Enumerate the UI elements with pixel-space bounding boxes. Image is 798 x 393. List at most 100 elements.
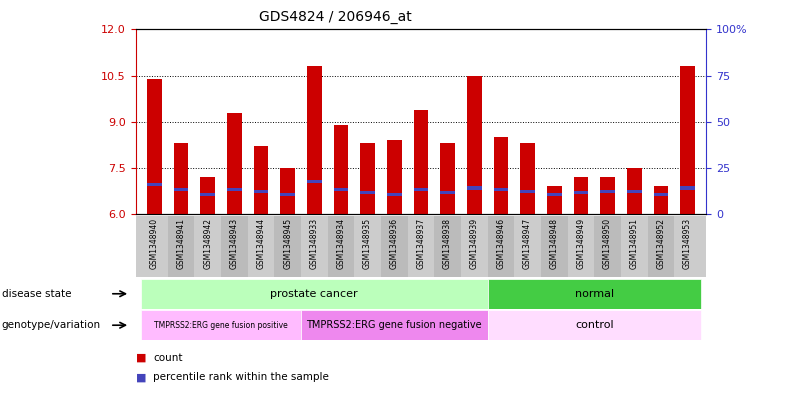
Bar xyxy=(381,216,408,277)
Bar xyxy=(654,186,668,214)
Bar xyxy=(360,191,375,194)
Bar xyxy=(654,193,668,196)
Bar xyxy=(141,216,168,277)
Text: GDS4824 / 206946_at: GDS4824 / 206946_at xyxy=(259,10,412,24)
Bar xyxy=(440,191,455,194)
Bar xyxy=(147,184,162,186)
Bar xyxy=(174,188,188,191)
Text: count: count xyxy=(153,353,183,363)
Bar xyxy=(360,143,375,214)
Text: ■: ■ xyxy=(136,372,146,382)
Text: GSM1348936: GSM1348936 xyxy=(389,218,399,269)
Bar xyxy=(195,216,221,277)
Bar xyxy=(247,216,275,277)
Bar xyxy=(440,143,455,214)
Text: GSM1348933: GSM1348933 xyxy=(310,218,318,269)
Bar xyxy=(221,216,247,277)
Text: GSM1348946: GSM1348946 xyxy=(496,218,505,269)
Text: GSM1348934: GSM1348934 xyxy=(337,218,346,269)
Bar xyxy=(494,188,508,191)
Text: GSM1348942: GSM1348942 xyxy=(203,218,212,269)
Text: GSM1348953: GSM1348953 xyxy=(683,218,692,269)
Text: GSM1348952: GSM1348952 xyxy=(657,218,666,269)
Text: GSM1348950: GSM1348950 xyxy=(603,218,612,269)
Bar xyxy=(434,216,461,277)
Bar xyxy=(301,216,328,277)
Bar xyxy=(520,189,535,193)
Bar xyxy=(547,193,562,196)
Bar xyxy=(467,75,482,214)
Text: GSM1348938: GSM1348938 xyxy=(443,218,452,269)
Bar xyxy=(488,310,701,340)
Bar xyxy=(254,147,268,214)
Bar xyxy=(567,216,595,277)
Text: prostate cancer: prostate cancer xyxy=(271,289,358,299)
Bar xyxy=(141,310,301,340)
Bar xyxy=(541,216,567,277)
Bar xyxy=(334,188,348,191)
Bar xyxy=(280,168,295,214)
Text: genotype/variation: genotype/variation xyxy=(2,320,101,330)
Bar xyxy=(200,193,215,196)
Bar xyxy=(680,66,695,214)
Text: GSM1348948: GSM1348948 xyxy=(550,218,559,269)
Bar xyxy=(647,216,674,277)
Text: ■: ■ xyxy=(136,353,146,363)
Bar xyxy=(488,279,701,309)
Bar xyxy=(413,188,429,191)
Bar xyxy=(307,180,322,184)
Bar xyxy=(174,143,188,214)
Bar xyxy=(488,216,514,277)
Text: normal: normal xyxy=(575,289,614,299)
Bar xyxy=(520,143,535,214)
Bar xyxy=(200,177,215,214)
Bar xyxy=(227,112,242,214)
Bar xyxy=(147,79,162,214)
Text: GSM1348949: GSM1348949 xyxy=(576,218,586,269)
Bar xyxy=(280,193,295,196)
Bar xyxy=(627,189,642,193)
Bar xyxy=(301,310,488,340)
Bar xyxy=(514,216,541,277)
Text: TMPRSS2:ERG gene fusion negative: TMPRSS2:ERG gene fusion negative xyxy=(306,320,482,330)
Bar xyxy=(600,189,615,193)
Text: GSM1348937: GSM1348937 xyxy=(417,218,425,269)
Text: GSM1348947: GSM1348947 xyxy=(523,218,532,269)
Bar xyxy=(595,216,621,277)
Bar xyxy=(680,187,695,189)
Bar xyxy=(621,216,647,277)
Bar xyxy=(254,189,268,193)
Text: GSM1348941: GSM1348941 xyxy=(176,218,185,269)
Text: GSM1348945: GSM1348945 xyxy=(283,218,292,269)
Bar xyxy=(574,177,588,214)
Bar xyxy=(461,216,488,277)
Bar xyxy=(547,186,562,214)
Text: GSM1348940: GSM1348940 xyxy=(150,218,159,269)
Bar xyxy=(627,168,642,214)
Bar xyxy=(494,137,508,214)
Bar xyxy=(674,216,701,277)
Bar xyxy=(227,188,242,191)
Bar xyxy=(387,140,401,214)
Bar xyxy=(141,279,488,309)
Bar xyxy=(328,216,354,277)
Text: percentile rank within the sample: percentile rank within the sample xyxy=(153,372,329,382)
Text: GSM1348943: GSM1348943 xyxy=(230,218,239,269)
Text: GSM1348939: GSM1348939 xyxy=(470,218,479,269)
Bar xyxy=(600,177,615,214)
Bar xyxy=(307,66,322,214)
Bar xyxy=(387,193,401,196)
Bar xyxy=(354,216,381,277)
Bar xyxy=(168,216,195,277)
Bar xyxy=(275,216,301,277)
Text: disease state: disease state xyxy=(2,289,71,299)
Bar xyxy=(574,191,588,194)
Text: TMPRSS2:ERG gene fusion positive: TMPRSS2:ERG gene fusion positive xyxy=(154,321,288,330)
Bar xyxy=(408,216,434,277)
Text: GSM1348935: GSM1348935 xyxy=(363,218,372,269)
Bar xyxy=(413,110,429,214)
Text: GSM1348951: GSM1348951 xyxy=(630,218,638,269)
Text: control: control xyxy=(575,320,614,330)
Text: GSM1348944: GSM1348944 xyxy=(256,218,266,269)
Bar xyxy=(334,125,348,214)
